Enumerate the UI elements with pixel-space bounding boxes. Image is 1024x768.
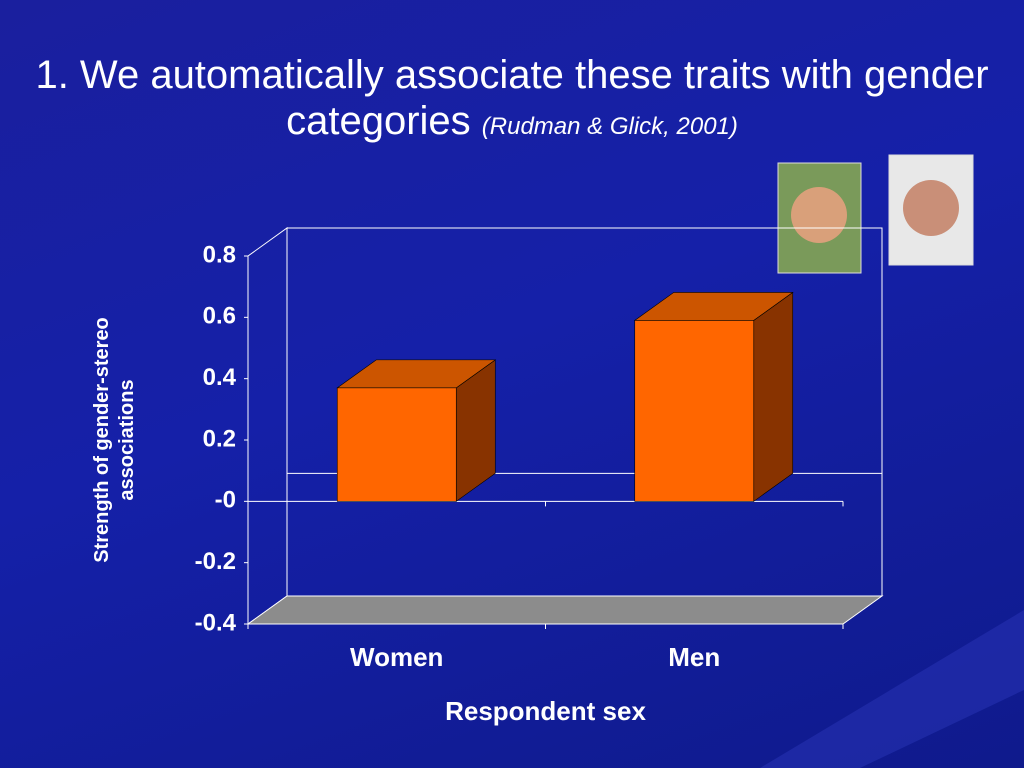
x-axis-label: Respondent sex <box>445 696 646 726</box>
bar-side <box>753 291 794 502</box>
background-streak <box>760 610 1024 768</box>
y-tick-label: 0.6 <box>203 303 236 330</box>
title-block: 1. We automatically associate these trai… <box>0 52 1024 150</box>
y-tick-label: -0.2 <box>195 548 236 575</box>
x-tick-label: Women <box>350 642 443 672</box>
citation: (Rudman & Glick, 2001) <box>481 113 738 140</box>
x-tick-label: Men <box>668 642 720 672</box>
floor <box>246 595 884 625</box>
y-tick-label: 0.8 <box>203 241 236 268</box>
y-tick-label: -0.4 <box>195 609 237 636</box>
photo-face <box>903 180 959 236</box>
y-tick-label: -0 <box>215 487 236 514</box>
chart-title: 1. We automatically associate these trai… <box>35 53 989 143</box>
y-tick-label: 0.2 <box>203 425 236 452</box>
bar <box>336 387 457 502</box>
side-wall <box>247 227 288 625</box>
y-tick-label: 0.4 <box>203 364 237 391</box>
bar <box>634 320 755 502</box>
y-axis-label: Strength of gender-stereo associations <box>91 317 138 563</box>
photo-face <box>791 187 847 243</box>
